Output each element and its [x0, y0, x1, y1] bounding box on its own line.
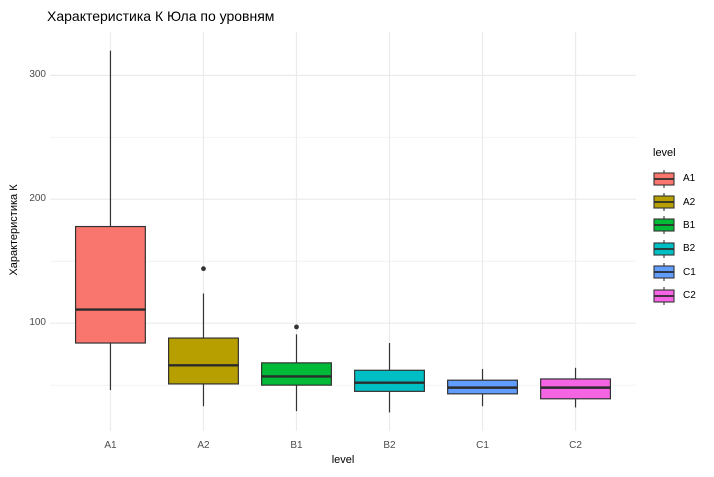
- boxplot-box-B2: [354, 369, 425, 392]
- legend-item-label: B1: [683, 219, 696, 231]
- boxplot-box-B1: [261, 362, 332, 386]
- legend-item-label: A1: [683, 173, 696, 185]
- legend-item-B2: B2: [652, 237, 696, 260]
- x-tick-label: B1: [290, 440, 303, 451]
- legend-key-boxplot-icon: [653, 169, 675, 188]
- legend-key-boxplot-icon: [653, 286, 675, 305]
- legend-item-C2: C2: [652, 284, 696, 307]
- boxplot-outlier-B1: [294, 324, 299, 330]
- boxplot-outlier-A2: [201, 266, 206, 272]
- legend-title: level: [653, 147, 676, 159]
- legend-item-A1: A1: [652, 167, 696, 190]
- x-tick-label: C1: [476, 440, 489, 451]
- y-tick-label: 300: [29, 69, 46, 81]
- boxplot-box-C2: [540, 378, 612, 400]
- x-tick-label: A2: [197, 440, 210, 451]
- legend-item-C1: C1: [652, 261, 696, 284]
- legend-key-boxplot-icon: [653, 239, 675, 258]
- boxplot-box-A2: [167, 337, 239, 385]
- x-axis-title: level: [331, 454, 355, 466]
- legend-item-A2: A2: [652, 190, 696, 213]
- legend-item-list: A1 A2 B1 B2 C1 C2: [652, 167, 696, 307]
- legend-item-label: C2: [683, 290, 696, 302]
- legend-key-boxplot-icon: [653, 263, 675, 282]
- legend-key-boxplot-icon: [653, 193, 675, 212]
- x-tick-label: B2: [383, 440, 396, 451]
- y-tick-label: 100: [29, 317, 46, 329]
- legend-item-label: C1: [683, 266, 696, 278]
- y-tick-label: 200: [29, 193, 46, 205]
- legend-item-label: B2: [683, 243, 696, 255]
- x-tick-label: A1: [104, 440, 117, 451]
- plot-title: Характеристика К Юла по уровням: [47, 8, 275, 24]
- legend-item-label: A2: [683, 196, 696, 208]
- x-tick-label: C2: [569, 440, 582, 451]
- legend-key-boxplot-icon: [653, 216, 675, 235]
- legend: level A1 A2 B1 B2 C1 C2: [652, 147, 696, 307]
- legend-item-B1: B1: [652, 214, 696, 237]
- boxplot-box-A1: [74, 225, 146, 344]
